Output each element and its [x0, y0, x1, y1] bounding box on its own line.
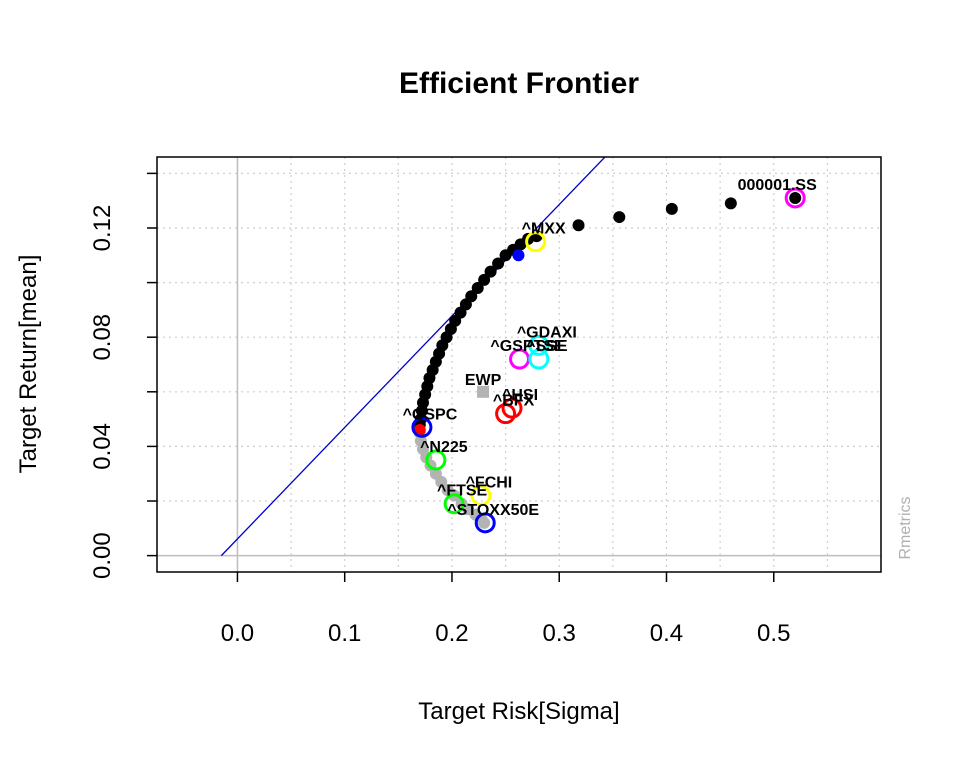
efficient-frontier-point	[572, 219, 585, 232]
asset-marker	[443, 493, 465, 515]
grid-layer	[157, 157, 881, 572]
asset-marker	[525, 231, 547, 253]
x-tick-label: 0.0	[221, 620, 254, 647]
x-axis-label: Target Risk[Sigma]	[418, 698, 619, 725]
efficient-frontier-point	[465, 290, 478, 303]
rmetrics-credit: Rmetrics	[897, 496, 914, 559]
asset-marker	[501, 397, 523, 419]
x-tick-label: 0.4	[650, 620, 683, 647]
x-tick-label: 0.1	[328, 620, 361, 647]
chart-title: Efficient Frontier	[399, 67, 639, 100]
y-axis-label: Target Return[mean]	[15, 255, 42, 474]
inefficient-frontier-point	[478, 516, 491, 529]
efficient-frontier-point	[492, 257, 505, 270]
asset-label: ^BFX	[493, 393, 535, 410]
asset-marker	[495, 403, 517, 425]
asset-label: ^HSI	[502, 387, 538, 404]
asset-marker	[411, 416, 433, 438]
efficient-frontier-point	[471, 282, 484, 295]
x-tick-label: 0.2	[435, 620, 468, 647]
asset-marker	[474, 512, 496, 534]
efficient-frontier-point	[724, 197, 737, 210]
x-tick-label: 0.3	[543, 620, 576, 647]
y-tick-label: 0.08	[89, 314, 116, 361]
asset-marker	[528, 348, 550, 370]
plot-frame	[156, 156, 882, 573]
asset-label: ^GSPC	[403, 406, 458, 423]
ewp-marker	[477, 385, 490, 398]
asset-marker	[528, 334, 550, 356]
tangency-line	[220, 157, 606, 557]
x-axis-ticks: 0.0 0.1 0.2 0.3 0.4 0.5	[221, 572, 790, 647]
plot-layer: EWP 000001.SS ^MXX ^GDAXI^GSPTSE^SSE ^HSI^BF…	[220, 157, 818, 557]
asset-label: ^SSE	[526, 338, 568, 355]
efficient-frontier-point	[789, 191, 802, 204]
asset-label: ^MXX	[522, 221, 566, 238]
efficient-frontier-point	[665, 202, 678, 215]
y-tick-label: 0.12	[89, 205, 116, 252]
asset-label: ^FCHI	[466, 475, 513, 492]
efficient-frontier-point	[484, 265, 497, 278]
asset-label: ^N225	[420, 439, 468, 456]
asset-marker	[470, 485, 492, 507]
x-tick-label: 0.5	[757, 620, 790, 647]
inefficient-frontier-point	[435, 475, 448, 488]
y-tick-label: 0.00	[89, 532, 116, 579]
asset-marker	[425, 449, 447, 471]
asset-label: ^FTSE	[437, 483, 488, 500]
asset-label: ^STOXX50E	[447, 502, 539, 519]
efficient-frontier-point	[478, 273, 491, 286]
y-axis-ticks: 0.00 0.04 0.08 0.12	[89, 172, 157, 579]
asset-label: ^GDAXI	[517, 324, 577, 341]
asset-label: ^GSPTSE	[490, 338, 565, 355]
y-tick-label: 0.04	[89, 423, 116, 470]
efficient-frontier-point	[613, 211, 626, 224]
ewp-label: EWP	[465, 372, 502, 389]
tangency-portfolio-point	[512, 249, 525, 262]
asset-label: 000001.SS	[738, 177, 818, 194]
asset-marker	[784, 187, 806, 209]
